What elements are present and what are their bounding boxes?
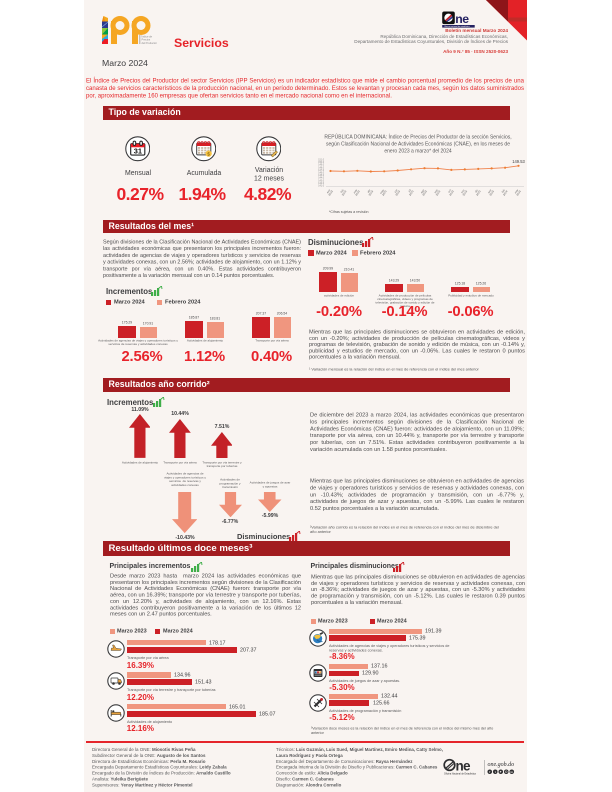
svg-text:feb: feb — [500, 188, 506, 194]
svg-text:2024: 2024 — [502, 189, 509, 197]
svg-text:jul: jul — [407, 188, 413, 194]
svg-text:jun: jun — [393, 188, 399, 194]
svg-text:abr: abr — [366, 188, 372, 194]
svg-text:144.0: 144.0 — [318, 178, 324, 180]
svg-text:may: may — [380, 188, 386, 194]
svg-text:149.53: 149.53 — [512, 159, 525, 164]
svg-text:ene: ene — [326, 188, 331, 194]
svg-text:148.0: 148.0 — [318, 167, 324, 169]
svg-text:2023: 2023 — [394, 189, 401, 197]
svg-text:in: in — [511, 770, 514, 774]
svg-text:141.0: 141.0 — [318, 186, 324, 188]
svg-text:Índice de: Índice de — [142, 35, 153, 39]
svg-text:2023: 2023 — [354, 189, 361, 197]
svg-text:mar: mar — [513, 188, 519, 194]
svg-text:146.0: 146.0 — [318, 173, 324, 175]
svg-text:2023: 2023 — [461, 189, 468, 197]
svg-text:f: f — [489, 770, 490, 774]
svg-text:t: t — [495, 770, 496, 774]
svg-text:2023: 2023 — [448, 189, 455, 197]
svg-text:149.0: 149.0 — [318, 165, 324, 167]
svg-text:2023: 2023 — [341, 189, 348, 197]
svg-text:oct: oct — [447, 188, 452, 193]
svg-text:del Productor: del Productor — [142, 41, 158, 45]
svg-text:dic: dic — [474, 188, 480, 194]
svg-text:2023: 2023 — [421, 189, 428, 197]
svg-text:150.0: 150.0 — [318, 162, 324, 164]
svg-text:2023: 2023 — [475, 189, 482, 197]
svg-text:31: 31 — [133, 147, 141, 156]
svg-text:2023: 2023 — [367, 189, 374, 197]
svg-text:142.0: 142.0 — [318, 183, 324, 185]
svg-text:151.0: 151.0 — [318, 160, 324, 162]
svg-text:feb: feb — [339, 188, 345, 194]
svg-text:143.0: 143.0 — [318, 180, 324, 182]
svg-text:Oficina Nacional de Estadístic: Oficina Nacional de Estadística — [444, 772, 477, 775]
svg-text:Precios: Precios — [142, 38, 151, 42]
svg-text:ago: ago — [420, 188, 425, 194]
svg-text:2023: 2023 — [408, 189, 415, 197]
svg-text:2024: 2024 — [488, 189, 495, 197]
svg-text:147.0: 147.0 — [318, 170, 324, 172]
svg-text:$: $ — [207, 152, 210, 158]
svg-text:sep: sep — [434, 188, 439, 194]
svg-text:145.0: 145.0 — [318, 175, 324, 177]
svg-text:2024: 2024 — [515, 189, 522, 197]
svg-text:ne: ne — [455, 12, 469, 26]
svg-text:ene: ene — [487, 188, 492, 194]
svg-text:2023: 2023 — [435, 189, 442, 197]
svg-text:nov: nov — [461, 188, 466, 194]
svg-text:Oficina nacional de estadístic: Oficina nacional de estadística — [444, 25, 471, 28]
svg-text:mar: mar — [352, 188, 358, 194]
svg-text:2023: 2023 — [327, 189, 334, 197]
svg-text:one.gob.do: one.gob.do — [488, 762, 515, 768]
svg-text:2023: 2023 — [381, 189, 388, 197]
svg-text:ne: ne — [456, 758, 472, 773]
